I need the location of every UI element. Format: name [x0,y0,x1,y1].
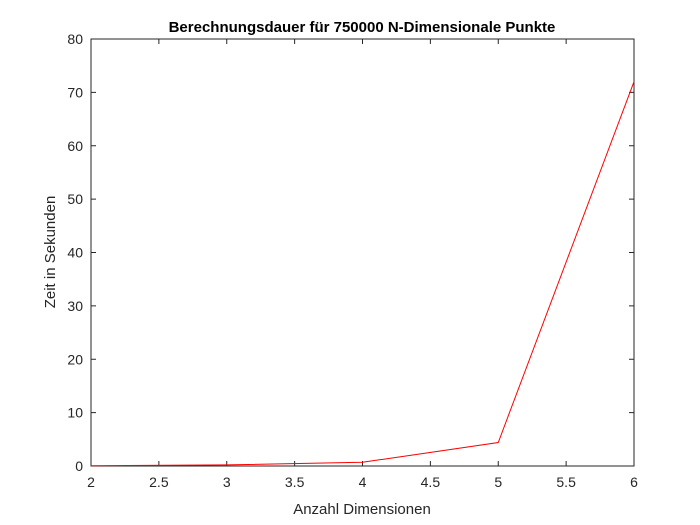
x-tick-label: 4.5 [421,474,441,490]
y-tick-label: 50 [67,191,83,207]
x-tick-label: 3.5 [285,474,305,490]
x-axis-label: Anzahl Dimensionen [293,501,431,518]
x-tick-label: 4 [359,474,367,490]
chart-title: Berechnungsdauer für 750000 N-Dimensiona… [169,19,556,36]
x-tick-label: 5 [494,474,502,490]
x-tick-label: 2.5 [149,474,169,490]
x-axis-ticks: 2 2.5 3 3.5 4 4.5 5 5.5 6 [87,39,638,490]
x-tick-label: 6 [630,474,638,490]
x-tick-label: 5.5 [556,474,576,490]
y-axis-ticks: 0 10 20 30 40 50 60 70 80 [67,31,634,474]
y-tick-label: 80 [67,31,83,47]
y-tick-label: 40 [67,245,83,261]
series-line [90,81,635,467]
y-tick-label: 60 [67,138,83,154]
y-tick-label: 0 [75,458,83,474]
y-tick-label: 20 [67,351,83,367]
y-tick-label: 30 [67,298,83,314]
y-tick-label: 10 [67,405,83,421]
x-tick-label: 2 [87,474,95,490]
plot-area [90,38,635,467]
y-tick-label: 70 [67,84,83,100]
y-axis-label: Zeit in Sekunden [42,196,59,309]
series-layer [90,81,635,467]
x-tick-label: 3 [223,474,231,490]
